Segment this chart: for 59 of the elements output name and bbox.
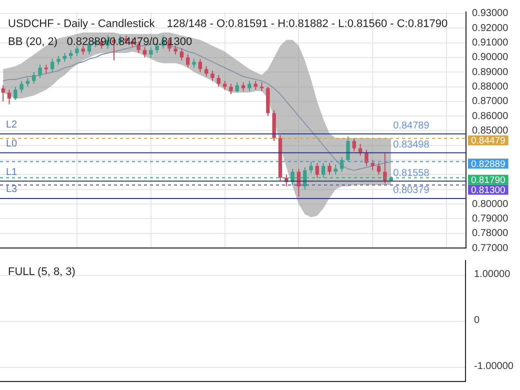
candlestick: [14, 86, 18, 100]
candlestick: [229, 83, 233, 95]
candlestick: [290, 168, 294, 186]
candlestick: [142, 46, 147, 58]
candlestick: [20, 80, 24, 94]
y-tick-label: 0.88000: [472, 82, 509, 93]
y-tick-label: 0.78000: [472, 228, 509, 240]
candlestick: [340, 156, 344, 172]
annotation: 0.83498: [393, 140, 430, 150]
y-tick-label: 0.80000: [472, 198, 509, 210]
candlestick: [376, 162, 381, 176]
ref-line-label: 0.82889: [471, 158, 506, 170]
y-tick-label: 0.90000: [472, 52, 509, 64]
y-tick-label: 0.77000: [472, 242, 509, 254]
ref-line-label: L0: [6, 138, 18, 150]
ref-line-label: 0.81300: [471, 184, 506, 196]
annotation: 0.80379: [393, 185, 430, 196]
candlestick: [186, 54, 190, 68]
candlestick: [248, 80, 252, 92]
y-tick-label: 0.89000: [472, 66, 509, 78]
candlestick: [1, 84, 5, 102]
candlestick: [346, 136, 350, 162]
candlestick: [322, 162, 326, 178]
text: 1.00000: [474, 268, 510, 281]
y-tick-label: 0.87000: [472, 96, 509, 108]
candlestick: [370, 160, 374, 171]
ref-line-label: L1: [6, 166, 18, 178]
candlestick: [334, 164, 338, 176]
y-tick-label: 0.93000: [472, 8, 509, 20]
candlestick: [383, 152, 387, 184]
candlestick: [149, 46, 153, 58]
annotation: 0.84789: [393, 120, 430, 132]
y-tick-label: 0.86000: [472, 110, 509, 122]
y-tick-label: 0.92000: [472, 22, 509, 34]
text: USDCHF - Daily - Candlestick 128/148 - O:0.81591 - H:0.81882 - L:0.81560 - C:0.81790: [8, 18, 448, 30]
candlestick: [198, 58, 202, 73]
text: -1.00000: [474, 361, 514, 374]
candlestick: [328, 162, 332, 176]
candlestick: [210, 70, 214, 82]
candlestick: [180, 48, 184, 61]
candlestick: [204, 66, 208, 77]
annotation: 0.81558: [393, 168, 430, 179]
ref-line-label: 0.81790: [471, 174, 506, 186]
ref-line-label: 0.84479: [471, 135, 506, 146]
candlestick: [50, 58, 54, 73]
candlestick: [32, 72, 36, 84]
ref-line-label: L2: [6, 120, 18, 131]
candlestick: [309, 161, 313, 174]
candlestick: [38, 64, 42, 78]
candlestick: [352, 138, 356, 152]
candlestick: [216, 74, 220, 88]
y-tick-label: 0.85000: [472, 125, 509, 136]
text: 0: [474, 315, 480, 327]
candlestick: [75, 45, 79, 56]
candlestick: [315, 162, 320, 178]
candlestick: [7, 89, 12, 105]
y-tick-label: 0.91000: [472, 38, 509, 49]
y-tick-label: 0.79000: [472, 213, 509, 224]
text: FULL (5, 8, 3): [8, 266, 76, 278]
